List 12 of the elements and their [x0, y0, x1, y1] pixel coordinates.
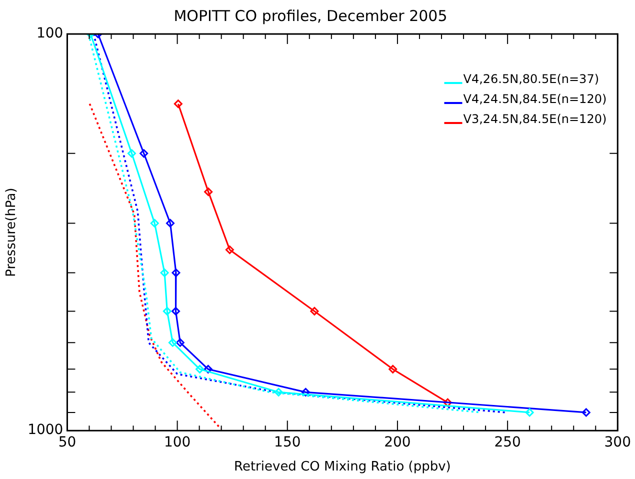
legend-label: V4,26.5N,80.5E(n=37): [463, 72, 600, 86]
x-tick-label: 100: [164, 434, 191, 451]
x-tick-label: 250: [494, 434, 521, 451]
x-tick-label: 200: [384, 434, 411, 451]
chart-title: MOPITT CO profiles, December 2005: [174, 6, 448, 25]
x-axis-title: Retrieved CO Mixing Ratio (ppbv): [234, 460, 451, 475]
legend-label: V4,24.5N,84.5E(n=120): [463, 92, 607, 106]
x-tick-label: 150: [274, 434, 301, 451]
x-tick-label: 300: [604, 434, 632, 451]
y-axis-title: Pressure(hPa): [4, 188, 20, 277]
legend-label: V3,24.5N,84.5E(n=120): [463, 112, 607, 126]
x-tick-label: 50: [58, 434, 76, 451]
